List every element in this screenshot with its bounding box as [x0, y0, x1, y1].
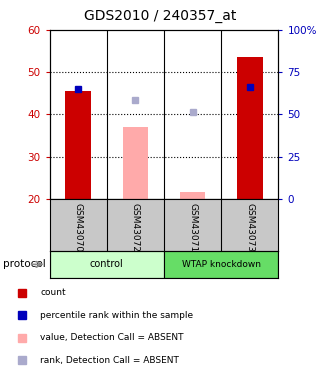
Bar	[123, 127, 148, 199]
Text: percentile rank within the sample: percentile rank within the sample	[40, 310, 193, 320]
Text: GSM43071: GSM43071	[188, 203, 197, 252]
Text: rank, Detection Call = ABSENT: rank, Detection Call = ABSENT	[40, 356, 179, 364]
Text: GDS2010 / 240357_at: GDS2010 / 240357_at	[84, 9, 236, 23]
Text: GSM43072: GSM43072	[131, 203, 140, 252]
Text: WTAP knockdown: WTAP knockdown	[182, 260, 261, 269]
Text: value, Detection Call = ABSENT: value, Detection Call = ABSENT	[40, 333, 184, 342]
Text: count: count	[40, 288, 66, 297]
Text: GSM43070: GSM43070	[74, 203, 83, 252]
Bar	[65, 91, 91, 199]
Bar	[164, 251, 278, 278]
Bar	[50, 251, 164, 278]
Bar	[237, 57, 263, 199]
Bar	[180, 192, 205, 199]
Text: control: control	[90, 260, 124, 269]
Text: protocol: protocol	[3, 260, 46, 269]
Text: GSM43073: GSM43073	[245, 203, 254, 252]
